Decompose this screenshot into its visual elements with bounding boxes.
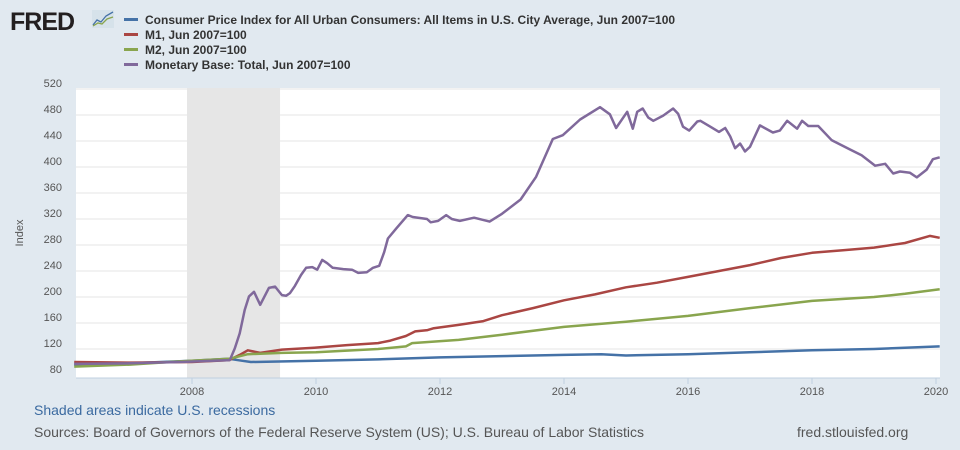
x-tick-label: 2010 xyxy=(304,386,328,398)
x-tick-label: 2018 xyxy=(800,386,824,398)
x-tick-label: 2012 xyxy=(428,386,452,398)
y-tick-label: 160 xyxy=(44,312,62,324)
y-tick-label: 240 xyxy=(44,260,62,272)
y-tick-label: 440 xyxy=(44,130,62,142)
y-tick-label: 280 xyxy=(44,234,62,246)
y-tick-label: 320 xyxy=(44,208,62,220)
y-tick-label: 80 xyxy=(50,364,62,376)
recession-note-link[interactable]: Shaded areas indicate U.S. recessions xyxy=(34,402,276,418)
legend-swatch xyxy=(124,33,138,36)
fred-logo[interactable]: FRED xyxy=(10,8,75,36)
y-tick-label: 360 xyxy=(44,182,62,194)
y-axis-label: Index xyxy=(14,219,26,246)
x-tick-label: 2008 xyxy=(180,386,204,398)
legend-swatch xyxy=(124,18,138,21)
series-line-3 xyxy=(74,105,941,366)
series-line-2 xyxy=(74,287,940,368)
x-tick-label: 2016 xyxy=(676,386,700,398)
series-line-1 xyxy=(74,234,940,364)
y-tick-label: 480 xyxy=(44,104,62,116)
x-tick-label: 2014 xyxy=(552,386,576,398)
x-tick-label: 2020 xyxy=(924,386,948,398)
recession-shade xyxy=(187,88,281,378)
y-tick-label: 400 xyxy=(44,156,62,168)
chart-logo-icon xyxy=(92,10,114,28)
legend-item-m1: M1, Jun 2007=100 xyxy=(124,27,675,42)
legend-item-cpi: Consumer Price Index for All Urban Consu… xyxy=(124,12,675,27)
legend-swatch xyxy=(124,63,138,66)
legend-swatch xyxy=(124,48,138,51)
sources-text: Sources: Board of Governors of the Feder… xyxy=(34,424,645,440)
legend-item-monetary-base: Monetary Base: Total, Jun 2007=100 xyxy=(124,57,675,72)
legend: Consumer Price Index for All Urban Consu… xyxy=(124,12,675,72)
y-tick-label: 120 xyxy=(44,338,62,350)
y-tick-label: 200 xyxy=(44,286,62,298)
site-url[interactable]: fred.stlouisfed.org xyxy=(797,424,909,440)
legend-item-m2: M2, Jun 2007=100 xyxy=(124,42,675,57)
y-tick-label: 520 xyxy=(44,78,62,90)
